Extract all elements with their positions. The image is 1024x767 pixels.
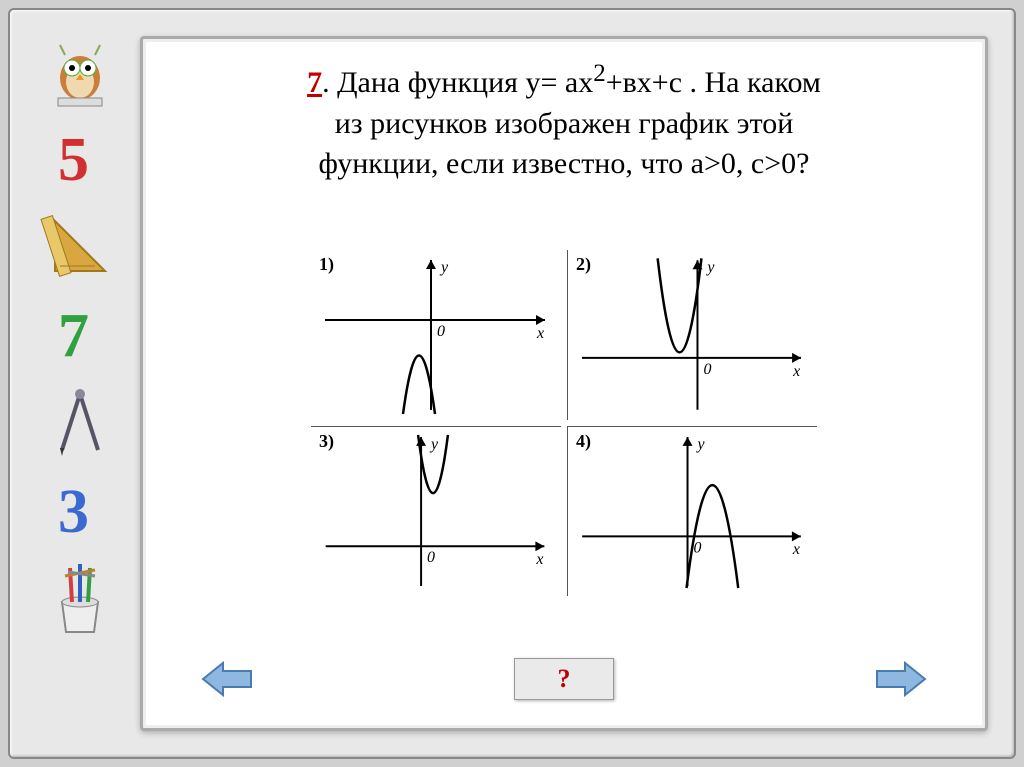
charts-area: 1) 0xy 2) 0xy 3) 0xy 4) 0xy	[179, 193, 949, 655]
chart-option-4: 4) 0xy	[567, 426, 817, 596]
svg-text:5: 5	[58, 126, 89, 194]
slide-frame: 5 7 3	[8, 8, 1016, 759]
charts-grid: 1) 0xy 2) 0xy 3) 0xy 4) 0xy	[311, 250, 817, 596]
svg-text:0: 0	[427, 549, 435, 566]
svg-text:x: x	[792, 541, 800, 558]
chart-option-3: 3) 0xy	[311, 426, 561, 596]
svg-text:y: y	[695, 436, 705, 453]
nav-row: ?	[179, 654, 949, 710]
chart-4-svg: 0 x y	[568, 427, 817, 596]
prev-button[interactable]	[199, 655, 257, 703]
svg-text:x: x	[535, 551, 543, 568]
compass-icon	[40, 382, 120, 462]
chart-option-2: 2) 0xy	[567, 250, 817, 420]
digit-5-icon: 5	[40, 118, 120, 198]
svg-text:y: y	[439, 259, 449, 276]
question-number: 7	[307, 66, 322, 99]
svg-text:0: 0	[437, 323, 445, 340]
owl-thinking-icon	[40, 30, 120, 110]
svg-text:0: 0	[703, 361, 711, 378]
chart-1-svg: 0 x y	[311, 250, 561, 420]
svg-text:x: x	[792, 363, 800, 380]
ruler-triangle-icon	[40, 206, 120, 286]
svg-text:x: x	[536, 325, 544, 342]
pencil-cup-icon	[40, 558, 120, 638]
svg-text:y: y	[705, 260, 715, 277]
question-text: 7. Дана функция у= ах2+вх+с . На каком и…	[179, 57, 949, 185]
svg-text:y: y	[429, 436, 439, 453]
decorative-sidebar: 5 7 3	[30, 30, 130, 737]
digit-3-icon: 3	[40, 470, 120, 550]
svg-text:0: 0	[693, 540, 701, 557]
svg-text:7: 7	[58, 302, 89, 370]
chart-3-svg: 0 x y	[311, 427, 561, 596]
answer-box[interactable]: ?	[514, 658, 614, 700]
svg-text:3: 3	[58, 478, 89, 546]
content-panel: 7. Дана функция у= ах2+вх+с . На каком и…	[140, 36, 988, 731]
chart-option-1: 1) 0xy	[311, 250, 561, 420]
next-button[interactable]	[871, 655, 929, 703]
digit-7-icon: 7	[40, 294, 120, 374]
chart-2-svg: 0 x y	[568, 250, 817, 420]
